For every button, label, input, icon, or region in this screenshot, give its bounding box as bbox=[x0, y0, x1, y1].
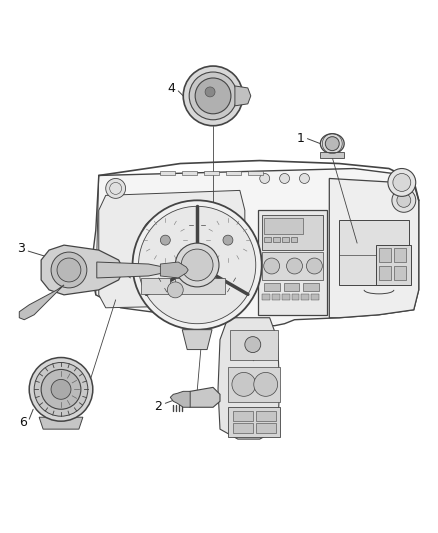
Polygon shape bbox=[329, 179, 419, 318]
Bar bbox=[264, 218, 304, 234]
Text: 4: 4 bbox=[167, 83, 175, 95]
Circle shape bbox=[138, 206, 256, 324]
Bar bbox=[160, 171, 175, 175]
Polygon shape bbox=[99, 190, 245, 308]
Bar bbox=[258, 211, 327, 315]
Bar bbox=[233, 411, 253, 421]
Bar bbox=[175, 278, 225, 294]
Bar bbox=[272, 294, 279, 300]
Circle shape bbox=[286, 258, 303, 274]
Bar bbox=[379, 266, 391, 280]
Bar bbox=[256, 423, 276, 433]
Bar bbox=[228, 367, 279, 402]
Text: OFF: OFF bbox=[212, 99, 223, 103]
Bar bbox=[256, 411, 276, 421]
Circle shape bbox=[183, 66, 243, 126]
Circle shape bbox=[393, 173, 411, 191]
Circle shape bbox=[57, 258, 81, 282]
Polygon shape bbox=[170, 391, 190, 407]
Circle shape bbox=[141, 215, 190, 265]
Bar bbox=[290, 237, 297, 242]
Bar bbox=[230, 330, 278, 360]
Bar bbox=[183, 255, 210, 269]
Bar bbox=[262, 252, 323, 280]
Circle shape bbox=[51, 379, 71, 399]
Polygon shape bbox=[91, 168, 419, 326]
Ellipse shape bbox=[320, 134, 344, 154]
Circle shape bbox=[29, 358, 93, 421]
Bar bbox=[264, 283, 279, 291]
Bar bbox=[379, 248, 391, 262]
Bar bbox=[204, 171, 219, 175]
Text: 3: 3 bbox=[18, 241, 25, 255]
Bar bbox=[304, 283, 319, 291]
Bar bbox=[182, 171, 197, 175]
Circle shape bbox=[223, 235, 233, 245]
Circle shape bbox=[167, 282, 183, 298]
Circle shape bbox=[325, 136, 339, 151]
Bar bbox=[233, 423, 253, 433]
Bar bbox=[226, 171, 241, 175]
Bar bbox=[394, 248, 406, 262]
Circle shape bbox=[279, 173, 290, 183]
Circle shape bbox=[106, 179, 126, 198]
Polygon shape bbox=[183, 387, 220, 407]
Circle shape bbox=[307, 258, 322, 274]
Bar bbox=[376, 245, 411, 285]
Text: 6: 6 bbox=[19, 416, 27, 429]
Circle shape bbox=[388, 168, 416, 196]
Circle shape bbox=[160, 235, 170, 245]
Bar bbox=[292, 294, 300, 300]
Bar bbox=[394, 266, 406, 280]
Circle shape bbox=[195, 78, 231, 114]
Polygon shape bbox=[41, 245, 124, 295]
Circle shape bbox=[189, 72, 237, 120]
Bar bbox=[264, 237, 271, 242]
Circle shape bbox=[175, 243, 219, 287]
Bar bbox=[311, 294, 319, 300]
Polygon shape bbox=[160, 262, 188, 278]
Bar bbox=[282, 294, 290, 300]
Bar bbox=[228, 407, 279, 437]
Bar bbox=[262, 294, 270, 300]
Circle shape bbox=[205, 87, 215, 97]
Circle shape bbox=[260, 173, 270, 183]
Circle shape bbox=[300, 173, 309, 183]
Circle shape bbox=[264, 258, 279, 274]
Bar bbox=[262, 215, 323, 250]
Polygon shape bbox=[218, 318, 279, 439]
Polygon shape bbox=[182, 330, 212, 350]
Bar bbox=[282, 237, 289, 242]
Circle shape bbox=[397, 193, 411, 207]
Circle shape bbox=[51, 252, 87, 288]
Circle shape bbox=[254, 373, 278, 397]
Polygon shape bbox=[19, 285, 64, 320]
Circle shape bbox=[392, 188, 416, 212]
Text: 2: 2 bbox=[155, 400, 162, 413]
Bar bbox=[301, 294, 309, 300]
Polygon shape bbox=[235, 86, 251, 106]
Circle shape bbox=[245, 337, 261, 352]
Circle shape bbox=[41, 369, 81, 409]
Text: 1: 1 bbox=[297, 132, 304, 145]
Bar bbox=[273, 237, 279, 242]
Circle shape bbox=[133, 200, 262, 330]
Bar bbox=[248, 171, 263, 175]
Bar bbox=[339, 220, 409, 285]
Polygon shape bbox=[97, 262, 168, 278]
Circle shape bbox=[34, 362, 88, 416]
Circle shape bbox=[203, 215, 253, 265]
Polygon shape bbox=[39, 417, 83, 429]
Bar bbox=[141, 278, 170, 294]
Bar bbox=[283, 283, 300, 291]
Circle shape bbox=[181, 249, 213, 281]
Circle shape bbox=[232, 373, 256, 397]
Bar bbox=[320, 151, 344, 158]
